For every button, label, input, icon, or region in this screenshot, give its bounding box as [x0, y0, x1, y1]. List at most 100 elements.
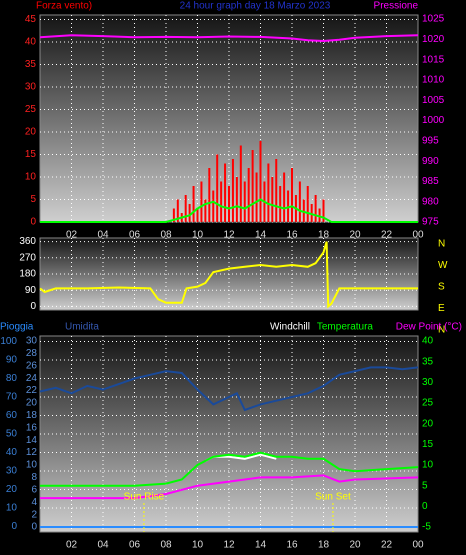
y-tick-label: 14 — [26, 435, 38, 446]
annotation: Sun Rise — [124, 492, 165, 503]
y-tick-label: 90 — [6, 355, 18, 366]
legend-label: Pioggia — [0, 322, 34, 333]
y-tick-label: 10 — [25, 172, 37, 183]
series-line — [39, 241, 418, 309]
y-tick-label: 30 — [422, 377, 434, 388]
y-tick-label: 15 — [25, 149, 37, 160]
y-tick-label: 20 — [422, 418, 434, 429]
x-tick-label: 12 — [223, 230, 235, 241]
y-tick-label: 5 — [422, 480, 428, 491]
series-line — [40, 474, 419, 500]
y-tick-label: 40 — [422, 336, 434, 347]
y-tick-label: 0 — [31, 522, 37, 533]
chart-title: 24 hour graph day 18 Marzo 2023 — [180, 1, 331, 12]
y-tick-label: 30 — [25, 82, 37, 93]
axis-title: Pressione — [374, 1, 419, 12]
y-tick-label: 1025 — [422, 14, 445, 25]
y-tick-label: 8 — [31, 472, 37, 483]
x-tick-label: 16 — [286, 540, 298, 551]
x-tick-label: 10 — [192, 540, 204, 551]
x-tick-label: 10 — [192, 230, 204, 241]
legend-label: Umidita — [65, 322, 99, 333]
y-tick-label: 35 — [25, 59, 37, 70]
y-tick-label: 1010 — [422, 75, 445, 86]
y-tick-label: 25 — [25, 104, 37, 115]
y-tick-label: 12 — [26, 447, 38, 458]
y-tick-label: 30 — [26, 336, 38, 347]
y-tick-label: 6 — [31, 484, 37, 495]
x-tick-label: 02 — [66, 230, 78, 241]
x-tick-label: 22 — [381, 540, 393, 551]
x-tick-label: 08 — [160, 230, 172, 241]
y-tick-label: 4 — [31, 497, 37, 508]
x-tick-label: 14 — [255, 230, 267, 241]
y-tick-label: 28 — [26, 348, 38, 359]
x-tick-label: 12 — [223, 540, 235, 551]
compass-label: E — [438, 303, 445, 314]
y-tick-label: 10 — [422, 460, 434, 471]
y-tick-label: 5 — [30, 194, 36, 205]
x-tick-label: 04 — [97, 230, 109, 241]
y-tick-label: 985 — [422, 176, 439, 187]
axis-title: Forza vento) — [36, 1, 92, 12]
y-tick-label: 1000 — [422, 115, 445, 126]
y-tick-label: 0 — [30, 301, 36, 312]
x-tick-label: 22 — [381, 230, 393, 241]
x-tick-label: 00 — [412, 230, 424, 241]
x-tick-label: 14 — [255, 540, 267, 551]
x-tick-label: 18 — [318, 540, 330, 551]
y-tick-label: 25 — [422, 398, 434, 409]
legend-label: Dew Point (°C) — [396, 322, 462, 333]
y-tick-label: 270 — [19, 252, 36, 263]
y-tick-label: 24 — [26, 373, 38, 384]
y-tick-label: 10 — [26, 460, 38, 471]
y-tick-label: 20 — [25, 127, 37, 138]
y-tick-label: 995 — [422, 135, 439, 146]
x-tick-label: 06 — [129, 230, 141, 241]
y-tick-label: 20 — [6, 484, 18, 495]
compass-label: W — [438, 260, 448, 271]
y-tick-label: 1020 — [422, 34, 445, 45]
y-tick-label: 80 — [6, 373, 18, 384]
compass-label: N — [438, 239, 445, 250]
y-tick-label: 45 — [25, 14, 37, 25]
y-tick-label: 35 — [422, 356, 434, 367]
y-tick-label: 0 — [30, 217, 36, 228]
x-tick-label: 08 — [160, 540, 172, 551]
series-line — [40, 198, 418, 223]
x-tick-label: 02 — [66, 540, 78, 551]
x-tick-label: 20 — [349, 540, 361, 551]
x-tick-label: 18 — [318, 230, 330, 241]
legend-label: Windchill — [270, 322, 310, 333]
series-line — [40, 451, 419, 487]
y-tick-label: 40 — [6, 447, 18, 458]
y-tick-label: 15 — [422, 439, 434, 450]
y-tick-label: 50 — [6, 429, 18, 440]
y-tick-label: 975 — [422, 217, 439, 228]
annotation: Sun Set — [315, 492, 351, 503]
legend-label: Temperatura — [317, 322, 374, 333]
y-tick-label: 70 — [6, 392, 18, 403]
y-tick-label: 0 — [11, 521, 17, 532]
y-tick-label: 980 — [422, 196, 439, 207]
y-tick-label: 22 — [26, 385, 38, 396]
y-tick-label: 16 — [26, 422, 38, 433]
compass-label: S — [438, 282, 445, 293]
y-tick-label: 360 — [19, 236, 36, 247]
y-tick-label: 1005 — [422, 95, 445, 106]
y-tick-label: 0 — [422, 501, 428, 512]
y-tick-label: 60 — [6, 410, 18, 421]
y-tick-label: 2 — [31, 509, 37, 520]
y-tick-label: 10 — [6, 503, 18, 514]
y-tick-label: 180 — [19, 269, 36, 280]
y-tick-label: 90 — [25, 285, 37, 296]
y-tick-label: 1015 — [422, 54, 445, 65]
y-tick-label: 990 — [422, 156, 439, 167]
y-tick-label: -5 — [422, 522, 431, 533]
compass-label: N — [438, 325, 445, 336]
y-tick-label: 100 — [0, 336, 17, 347]
y-tick-label: 30 — [6, 466, 18, 477]
x-tick-label: 04 — [97, 540, 109, 551]
x-tick-label: 20 — [349, 230, 361, 241]
